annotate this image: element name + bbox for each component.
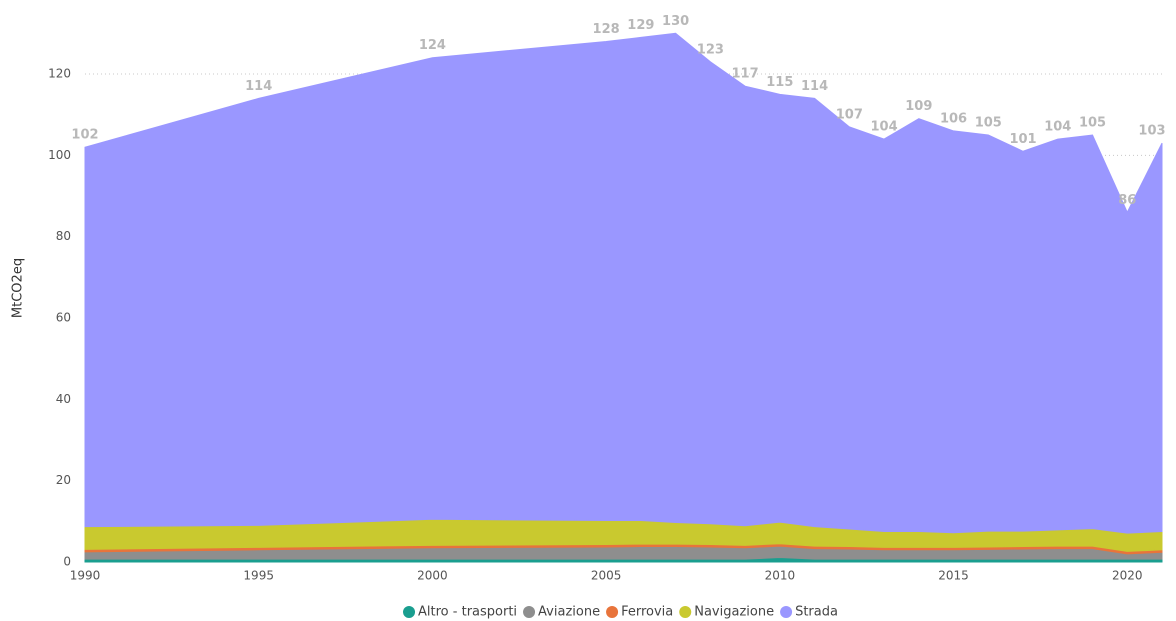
total-label: 104 — [870, 120, 897, 135]
total-label: 124 — [419, 38, 446, 53]
total-label: 115 — [766, 75, 793, 90]
legend-marker — [606, 606, 619, 618]
y-tick-label: 120 — [48, 67, 71, 81]
total-label: 109 — [905, 99, 932, 114]
total-label: 106 — [940, 111, 967, 126]
legend-marker — [523, 606, 536, 618]
total-label: 102 — [71, 128, 98, 143]
total-label: 104 — [1044, 120, 1071, 135]
y-axis-label: MtCO2eq — [11, 258, 26, 318]
y-tick-label: 40 — [56, 392, 71, 406]
total-label: 114 — [245, 79, 272, 94]
x-tick-label: 2010 — [765, 569, 796, 583]
x-tick-label: 2015 — [938, 569, 969, 583]
total-label: 129 — [627, 18, 654, 33]
y-tick-label: 20 — [56, 473, 71, 487]
legend-text: Aviazione — [538, 605, 600, 620]
total-label: 114 — [801, 79, 828, 94]
total-label: 105 — [975, 116, 1002, 131]
y-tick-label: 0 — [63, 555, 71, 569]
total-label: 130 — [662, 14, 689, 29]
total-label: 86 — [1118, 193, 1136, 208]
legend-marker — [780, 606, 793, 618]
legend-text: Altro - trasporti — [418, 605, 517, 620]
legend-text: Navigazione — [694, 605, 774, 620]
x-tick-label: 2000 — [417, 569, 448, 583]
total-label: 123 — [697, 42, 724, 57]
y-tick-label: 100 — [48, 148, 71, 162]
total-label: 117 — [732, 67, 759, 82]
legend-text: Ferrovia — [621, 605, 673, 620]
legend-text: Strada — [795, 605, 838, 620]
y-tick-label: 80 — [56, 229, 71, 243]
x-tick-label: 1990 — [70, 569, 101, 583]
total-label: 103 — [1138, 124, 1165, 139]
legend-marker — [403, 606, 416, 618]
x-tick-label: 2020 — [1112, 569, 1143, 583]
x-tick-label: 1995 — [243, 569, 274, 583]
y-tick-label: 60 — [56, 311, 71, 325]
total-label: 128 — [593, 22, 620, 37]
total-label: 101 — [1009, 132, 1036, 147]
x-tick-label: 2005 — [591, 569, 622, 583]
total-label: 107 — [836, 107, 863, 122]
area — [84, 32, 1163, 534]
legend-marker — [679, 606, 692, 618]
total-label: 105 — [1079, 116, 1106, 131]
legend: Altro - trasporti Aviazione Ferrovia Naviga… — [403, 605, 838, 620]
